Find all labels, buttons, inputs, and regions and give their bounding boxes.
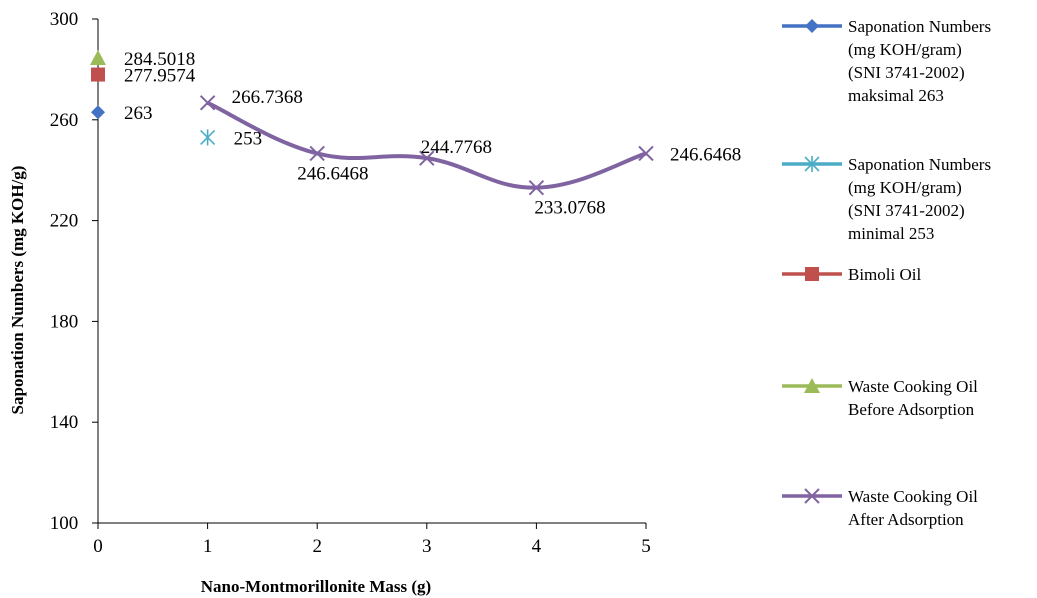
y-tick-label: 260 xyxy=(50,110,79,131)
x-tick-label: 3 xyxy=(422,536,432,557)
diamond-marker xyxy=(91,105,105,120)
data-point xyxy=(200,129,216,146)
data-point xyxy=(309,145,325,162)
series-2 xyxy=(91,67,105,82)
x-tick-label: 0 xyxy=(93,536,103,557)
legend-label: Waste Cooking Oil xyxy=(848,487,978,506)
series-layer xyxy=(90,50,654,196)
triangle-marker xyxy=(90,50,106,66)
data-label: 263 xyxy=(124,103,153,124)
legend-marker xyxy=(805,19,819,33)
x-marker-stroke xyxy=(199,95,216,111)
series-0 xyxy=(91,105,105,120)
axes: 100 140 180 220 260 300 0 1 2 3 4 5 xyxy=(50,9,651,557)
data-label: 233.0768 xyxy=(534,198,605,219)
legend-label: (mg KOH/gram) xyxy=(848,178,962,197)
data-point xyxy=(91,67,105,82)
y-tick-label: 140 xyxy=(50,412,79,433)
y-tick-label: 300 xyxy=(50,9,79,30)
x-marker-stroke xyxy=(528,179,545,196)
x-tick-label: 4 xyxy=(532,536,542,557)
legend-label: Waste Cooking Oil xyxy=(848,377,978,396)
data-point xyxy=(419,150,435,166)
x-marker-stroke xyxy=(638,145,654,162)
square-marker xyxy=(91,67,105,82)
legend-label: After Adsorption xyxy=(848,510,964,529)
legend: Saponation Numbers (mg KOH/gram) (SNI 3741… xyxy=(782,17,991,529)
data-label: 266.7368 xyxy=(232,87,303,108)
x-tick-label: 5 xyxy=(641,536,651,557)
series-1 xyxy=(200,129,216,146)
x-marker-stroke xyxy=(804,488,820,504)
legend-label: maksimal 263 xyxy=(848,86,944,105)
x-tick-label: 2 xyxy=(312,536,322,557)
y-axis-title: Saponation Numbers (mg KOH/g) xyxy=(8,166,27,415)
legend-label: Bimoli Oil xyxy=(848,265,921,284)
x-marker-stroke xyxy=(419,150,435,166)
legend-entry-1: Saponation Numbers (mg KOH/gram) (SNI 3741… xyxy=(782,155,991,243)
data-label: 246.6468 xyxy=(670,144,741,165)
legend-entry-4: Waste Cooking Oil After Adsorption xyxy=(782,487,978,529)
legend-marker xyxy=(804,378,820,393)
legend-label: Saponation Numbers xyxy=(848,17,991,36)
legend-label: Before Adsorption xyxy=(848,400,975,419)
legend-marker xyxy=(804,156,820,172)
square-marker xyxy=(805,267,819,281)
legend-marker xyxy=(805,267,819,281)
data-point xyxy=(528,179,545,196)
x-tick-label: 1 xyxy=(203,536,213,557)
data-label: 277.9574 xyxy=(124,66,196,87)
data-point xyxy=(91,105,105,120)
data-label: 284.5018 xyxy=(124,49,195,70)
legend-entry-3: Waste Cooking Oil Before Adsorption xyxy=(782,377,978,419)
legend-entry-2: Bimoli Oil xyxy=(782,265,921,284)
legend-label: Saponation Numbers xyxy=(848,155,991,174)
data-label: 246.6468 xyxy=(297,163,368,184)
data-label: 253 xyxy=(234,128,263,149)
y-tick-label: 220 xyxy=(50,211,79,232)
series-4 xyxy=(199,95,654,196)
x-marker-stroke xyxy=(309,145,325,162)
y-tick-label: 180 xyxy=(50,311,79,332)
legend-label: (SNI 3741-2002) xyxy=(848,201,965,220)
legend-marker xyxy=(804,488,820,504)
y-tick-label: 100 xyxy=(50,513,79,534)
data-point xyxy=(199,95,216,111)
x-axis-title: Nano-Montmorillonite Mass (g) xyxy=(201,577,431,596)
triangle-marker xyxy=(804,378,820,393)
data-label: 244.7768 xyxy=(421,137,492,158)
legend-label: (mg KOH/gram) xyxy=(848,40,962,59)
series-3 xyxy=(90,50,106,66)
diamond-marker xyxy=(805,19,819,33)
legend-label: minimal 253 xyxy=(848,224,934,243)
legend-label: (SNI 3741-2002) xyxy=(848,63,965,82)
data-point xyxy=(90,50,106,66)
legend-entry-0: Saponation Numbers (mg KOH/gram) (SNI 3741… xyxy=(782,17,991,105)
data-point xyxy=(638,145,654,162)
